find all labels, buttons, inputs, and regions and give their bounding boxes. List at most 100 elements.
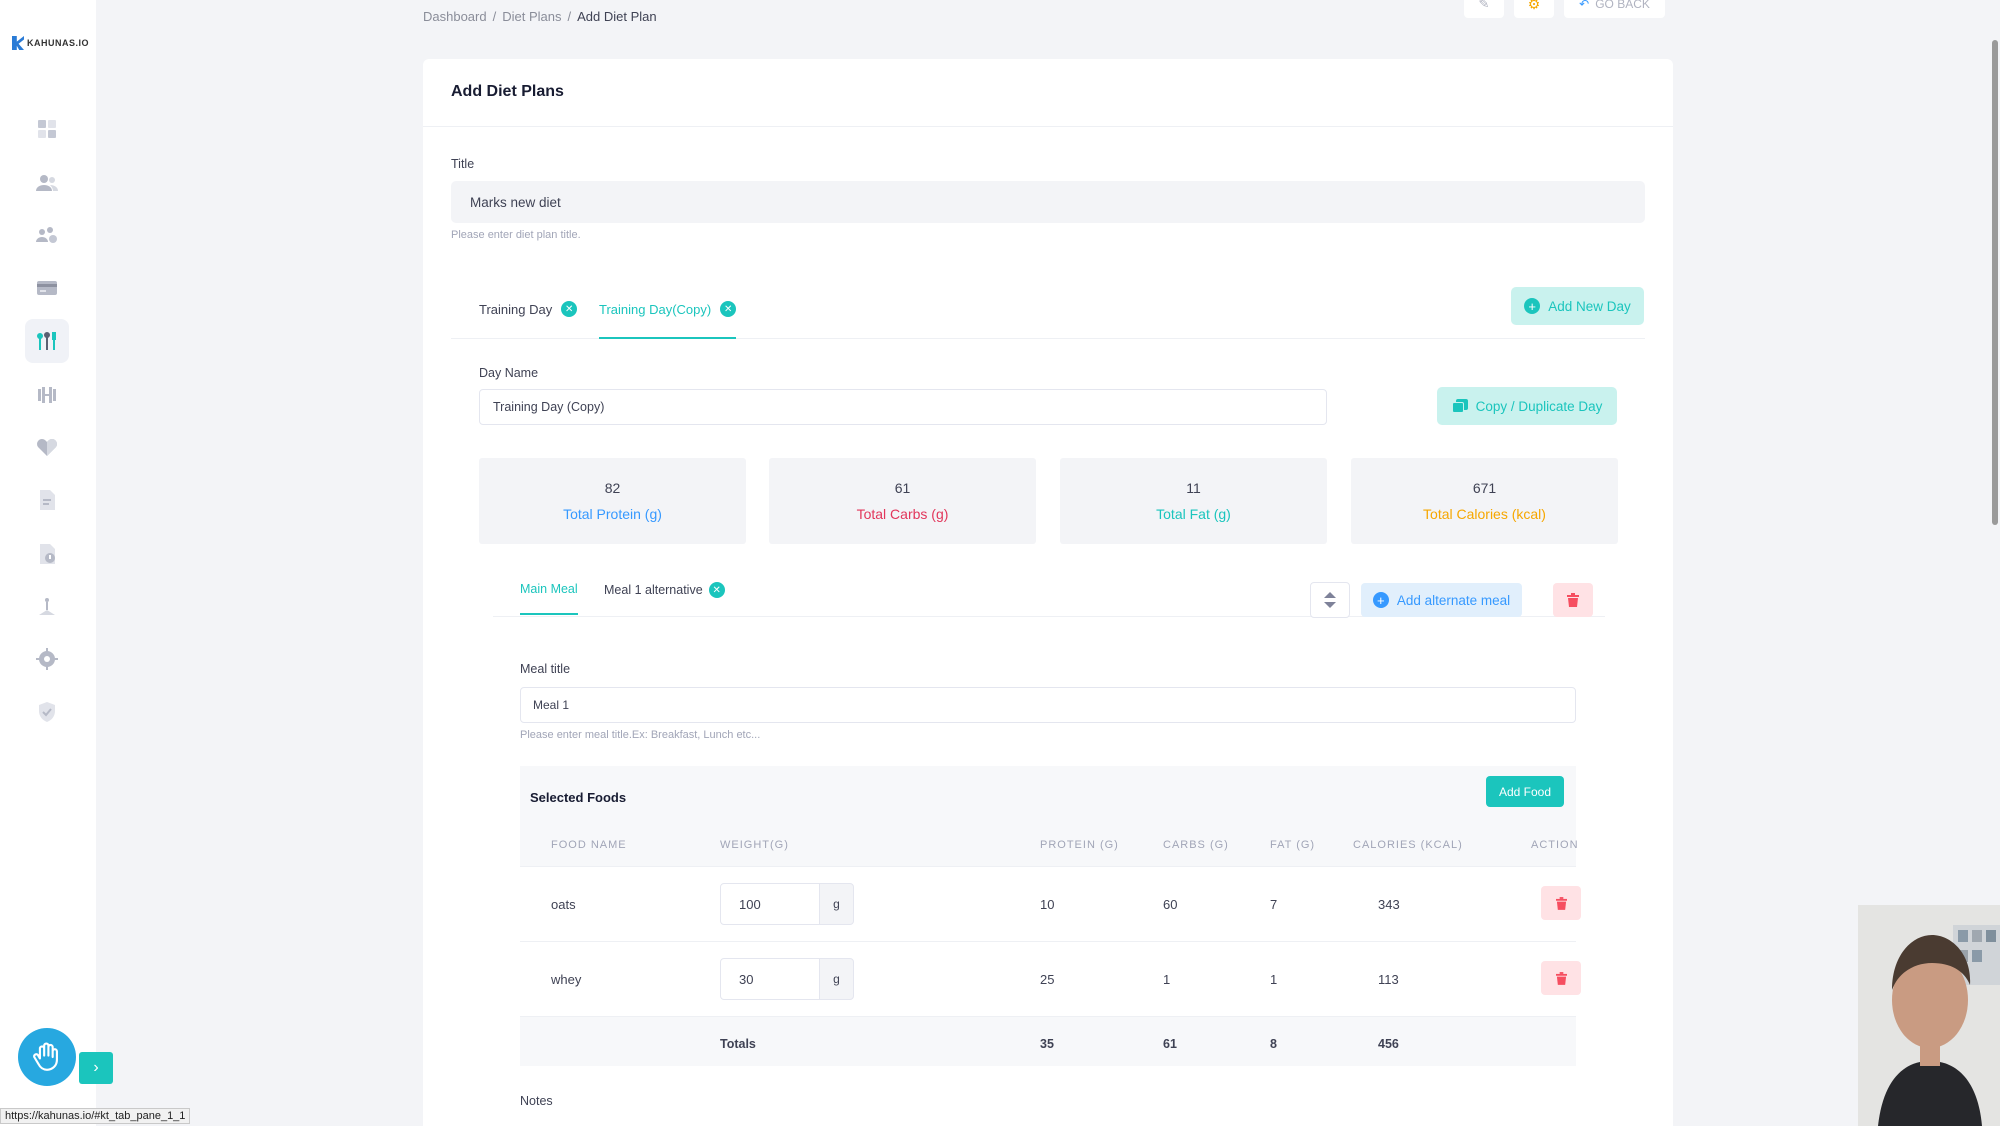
- settings-icon: [36, 648, 58, 670]
- trash-icon: [1555, 896, 1567, 910]
- close-icon[interactable]: ✕: [708, 582, 725, 598]
- chat-widget-button[interactable]: [18, 1028, 76, 1086]
- copy-duplicate-day-button[interactable]: Copy / Duplicate Day: [1437, 387, 1617, 425]
- tab-label: Training Day(Copy): [599, 301, 712, 317]
- stat-total-fat: 11 Total Fat (g): [1060, 458, 1327, 544]
- column-weight: WEIGHT(G): [720, 839, 789, 851]
- breadcrumb-separator: /: [567, 9, 572, 24]
- breadcrumb-separator: /: [492, 9, 497, 24]
- column-calories: CALORIES (KCAL): [1353, 839, 1463, 851]
- plus-circle-icon: +: [1524, 298, 1541, 314]
- page-scrollbar[interactable]: [1990, 0, 2000, 1126]
- sidebar: KAHUNAS.IO: [0, 0, 96, 1126]
- dashboard-icon: [38, 120, 56, 138]
- tab-meal-1-alternative[interactable]: Meal 1 alternative ✕: [604, 582, 725, 598]
- go-back-button[interactable]: ↶ GO BACK: [1564, 0, 1665, 18]
- weight-input[interactable]: 30: [720, 958, 820, 1000]
- notes-label: Notes: [520, 1094, 553, 1108]
- sidebar-item-forms[interactable]: [25, 532, 69, 576]
- sidebar-item-health[interactable]: [25, 425, 69, 469]
- breadcrumb-dashboard[interactable]: Dashboard: [423, 9, 487, 24]
- edit-button[interactable]: ✎: [1464, 0, 1504, 18]
- sidebar-item-security[interactable]: [25, 690, 69, 734]
- column-protein: PROTEIN (G): [1040, 839, 1119, 851]
- scrollbar-thumb[interactable]: [1992, 40, 1998, 525]
- day-name-input[interactable]: Training Day (Copy): [479, 389, 1327, 425]
- weight-unit: g: [819, 958, 854, 1000]
- weight-input[interactable]: 100: [720, 883, 820, 925]
- fat-value: 1: [1270, 972, 1278, 987]
- carbs-value: 1: [1163, 972, 1171, 987]
- plus-circle-icon: +: [1372, 592, 1389, 608]
- totals-fat: 8: [1270, 1037, 1277, 1051]
- brand-logo[interactable]: KAHUNAS.IO: [12, 36, 89, 50]
- tab-training-day-copy[interactable]: Training Day(Copy) ✕: [599, 291, 737, 339]
- breadcrumb: Dashboard / Diet Plans / Add Diet Plan: [423, 9, 657, 24]
- stat-value: 82: [604, 480, 621, 496]
- table-row: oats 100 g 10 60 7 343: [520, 866, 1581, 941]
- add-alternate-meal-label: Add alternate meal: [1396, 592, 1511, 608]
- groups-icon: [36, 227, 57, 243]
- chevron-right-icon: ›: [93, 1059, 99, 1076]
- stat-total-protein: 82 Total Protein (g): [479, 458, 746, 544]
- close-icon[interactable]: ✕: [720, 301, 737, 317]
- stat-value: 11: [1186, 480, 1201, 496]
- delete-food-button[interactable]: [1541, 961, 1581, 995]
- sidebar-item-habits[interactable]: [25, 585, 69, 629]
- back-arrow-icon: ↶: [1579, 0, 1590, 11]
- tab-main-meal[interactable]: Main Meal: [520, 582, 578, 615]
- stat-total-calories: 671 Total Calories (kcal): [1351, 458, 1618, 544]
- tab-training-day[interactable]: Training Day ✕: [479, 291, 578, 327]
- meal-title-input[interactable]: Meal 1: [520, 687, 1576, 723]
- reorder-button[interactable]: [1310, 582, 1350, 618]
- add-new-day-button[interactable]: + Add New Day: [1511, 287, 1644, 325]
- selected-foods-panel: Selected Foods Add Food FOOD NAME WEIGHT…: [520, 766, 1581, 1066]
- webcam-presenter-image: [1858, 905, 2000, 1126]
- diet-plan-card: Add Diet Plans Title Marks new diet Plea…: [423, 59, 1673, 1126]
- stat-label: Total Fat (g): [1156, 506, 1231, 522]
- brand-name: KAHUNAS.IO: [27, 38, 90, 48]
- protein-value: 25: [1040, 972, 1055, 987]
- sidebar-item-diet-plans[interactable]: [25, 319, 69, 363]
- sidebar-item-clients[interactable]: [25, 161, 69, 205]
- sidebar-item-payments[interactable]: [25, 266, 69, 310]
- go-back-label: GO BACK: [1595, 0, 1650, 11]
- trash-icon: [1567, 593, 1579, 607]
- title-hint: Please enter diet plan title.: [451, 229, 581, 241]
- title-label: Title: [451, 157, 475, 171]
- fat-value: 7: [1270, 897, 1278, 912]
- totals-calories: 456: [1378, 1037, 1399, 1051]
- security-icon: [39, 702, 55, 722]
- waving-hand-icon: [33, 1042, 58, 1071]
- stat-label: Total Carbs (g): [856, 506, 949, 522]
- sidebar-item-documents[interactable]: [25, 478, 69, 522]
- meal-title-hint: Please enter meal title.Ex: Breakfast, L…: [520, 729, 761, 741]
- sidebar-item-settings[interactable]: [25, 637, 69, 681]
- sidebar-item-dashboard[interactable]: [25, 107, 69, 151]
- title-input[interactable]: Marks new diet: [451, 181, 1645, 223]
- totals-protein: 35: [1040, 1037, 1054, 1051]
- habits-icon: [39, 598, 55, 615]
- sidebar-item-groups[interactable]: [25, 213, 69, 257]
- clients-icon: [36, 175, 58, 191]
- pencil-icon: ✎: [1478, 0, 1490, 11]
- breadcrumb-diet-plans[interactable]: Diet Plans: [502, 9, 562, 24]
- sort-icon: [1324, 592, 1336, 608]
- close-icon[interactable]: ✕: [561, 301, 578, 317]
- logo-mark-icon: [12, 36, 24, 50]
- add-food-button[interactable]: Add Food: [1486, 776, 1564, 807]
- copy-day-label: Copy / Duplicate Day: [1475, 398, 1603, 414]
- column-food-name: FOOD NAME: [551, 839, 627, 851]
- sidebar-item-workouts[interactable]: [25, 373, 69, 417]
- add-alternate-meal-button[interactable]: + Add alternate meal: [1361, 583, 1522, 617]
- stat-label: Total Calories (kcal): [1423, 506, 1546, 522]
- expand-panel-button[interactable]: ›: [79, 1052, 113, 1084]
- day-name-label: Day Name: [479, 366, 539, 380]
- card-title: Add Diet Plans: [423, 59, 1673, 127]
- delete-food-button[interactable]: [1541, 886, 1581, 920]
- carbs-value: 60: [1163, 897, 1178, 912]
- documents-icon: [40, 490, 55, 510]
- totals-row: Totals 35 61 8 456: [520, 1016, 1576, 1066]
- settings-button[interactable]: ⚙: [1514, 0, 1554, 18]
- delete-meal-button[interactable]: [1553, 583, 1593, 617]
